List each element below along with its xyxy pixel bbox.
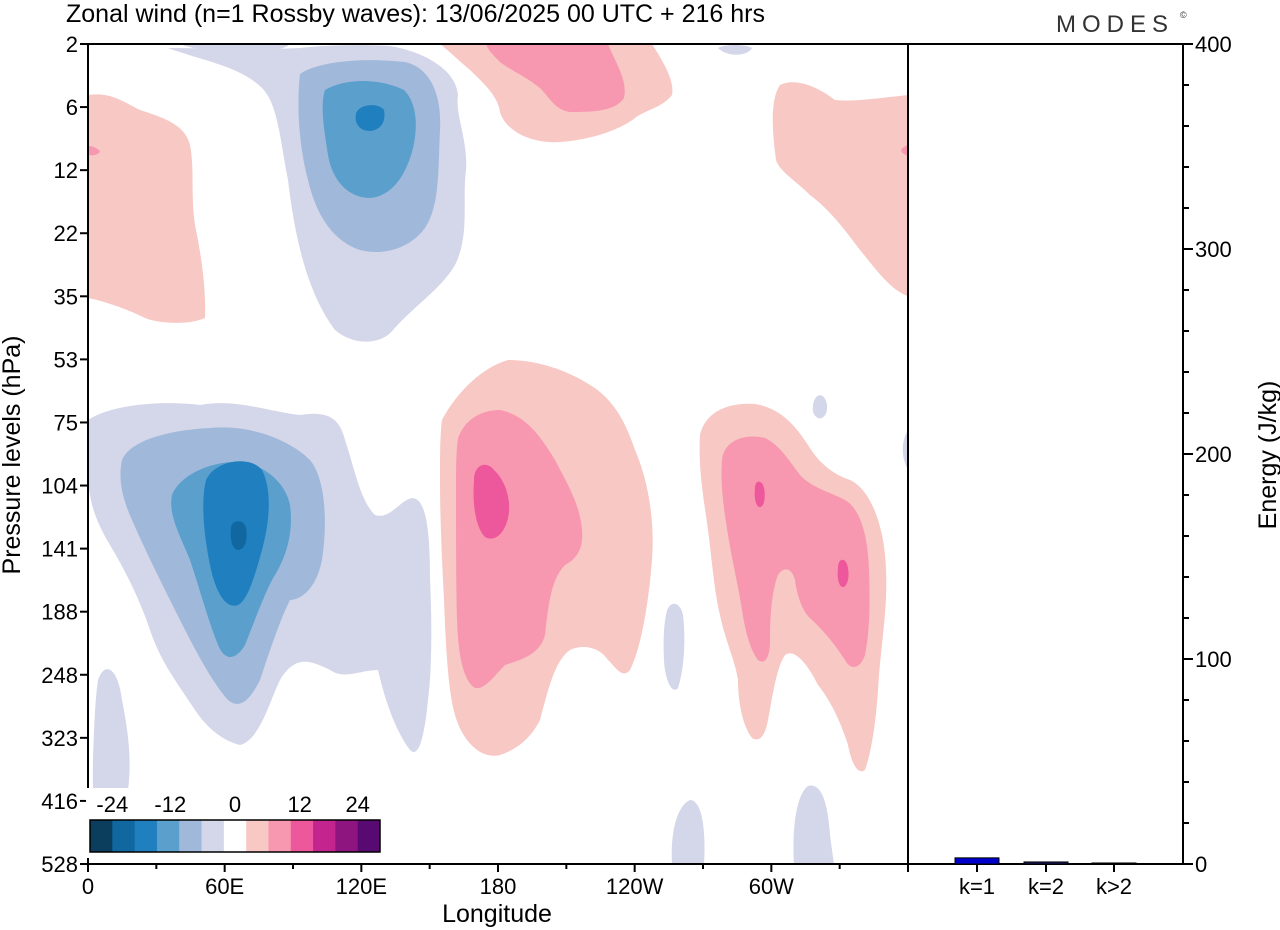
y-tick-label: 104 bbox=[41, 474, 78, 499]
contour-pos1-upper-left bbox=[88, 94, 206, 323]
energy-category-label: k>2 bbox=[1096, 874, 1132, 899]
x-tick-label: 120E bbox=[336, 874, 387, 899]
colorbar-outline bbox=[89, 819, 381, 853]
contour-pos1-upper-right bbox=[772, 82, 908, 296]
contour-neg1-patch-f bbox=[902, 430, 908, 470]
energy-bars: k=1 k=2 k>2 bbox=[954, 857, 1137, 899]
colorbar: -24 -12 0 12 24 bbox=[86, 788, 384, 858]
colorbar-swatch bbox=[90, 820, 113, 852]
colorbar-label: -24 bbox=[96, 792, 128, 817]
colorbar-swatch bbox=[223, 820, 247, 852]
x-axis-label: Longitude bbox=[442, 900, 552, 928]
contour-pos3-lower-mid bbox=[473, 464, 510, 539]
colorbar-label: 12 bbox=[287, 792, 311, 817]
colorbar-swatch bbox=[156, 820, 180, 852]
energy-tick-label: 300 bbox=[1195, 237, 1232, 262]
contour-neg1-patch-b bbox=[671, 800, 705, 864]
energy-axis-label: Energy (J/kg) bbox=[1254, 381, 1280, 530]
colorbar-swatch bbox=[335, 820, 359, 852]
colorbar-label: 24 bbox=[345, 792, 369, 817]
contour-pos3-lower-right-a bbox=[754, 481, 765, 508]
contour-pos2-upper-right bbox=[901, 145, 908, 156]
colorbar-swatch bbox=[246, 820, 269, 852]
colorbar-swatch bbox=[357, 820, 381, 852]
energy-tick-label: 200 bbox=[1195, 442, 1232, 467]
x-tick-label: 180 bbox=[480, 874, 517, 899]
y-tick-label: 75 bbox=[54, 410, 78, 435]
colorbar-label: -12 bbox=[154, 792, 186, 817]
energy-tick-label: 0 bbox=[1195, 852, 1207, 877]
contour-neg3-upper bbox=[322, 81, 416, 198]
energy-bar bbox=[954, 857, 1000, 865]
energy-bar bbox=[1023, 861, 1069, 865]
x-tick-label: 0 bbox=[82, 874, 94, 899]
y-tick-label: 141 bbox=[41, 537, 78, 562]
contour-neg1-patch-e bbox=[718, 45, 752, 55]
contour-field bbox=[88, 44, 908, 864]
contour-neg4-upper bbox=[355, 105, 385, 131]
x-tick-label: 60W bbox=[749, 874, 794, 899]
y-tick-label: 53 bbox=[54, 347, 78, 372]
y-tick-label: 2 bbox=[66, 32, 78, 57]
y-tick-label: 323 bbox=[41, 726, 78, 751]
contour-neg1-patch-c bbox=[793, 785, 834, 864]
energy-category-label: k=1 bbox=[959, 874, 995, 899]
contour-pos2-upper-left bbox=[88, 146, 100, 156]
y-tick-label: 6 bbox=[66, 95, 78, 120]
brand-mark: © bbox=[1180, 10, 1187, 20]
pressure-axis: 2 6 12 22 35 53 75 104 141 188 248 323 416 528 bbox=[41, 32, 88, 877]
contour-pos3-lower-right-b bbox=[837, 559, 849, 588]
energy-tick-label: 400 bbox=[1195, 32, 1232, 57]
brand-logo: MODES bbox=[1056, 11, 1174, 38]
y-tick-label: 528 bbox=[41, 852, 78, 877]
y-tick-label: 248 bbox=[41, 663, 78, 688]
colorbar-swatch bbox=[313, 820, 336, 852]
colorbar-swatch bbox=[134, 820, 158, 852]
energy-bar bbox=[1091, 862, 1137, 865]
y-tick-label: 416 bbox=[41, 789, 78, 814]
energy-axis: 0 100 200 300 400 bbox=[1183, 32, 1232, 877]
energy-category-label: k=2 bbox=[1028, 874, 1064, 899]
energy-tick-label: 100 bbox=[1195, 647, 1232, 672]
y-tick-label: 22 bbox=[54, 221, 78, 246]
y-tick-label: 35 bbox=[54, 284, 78, 309]
y-axis-label: Pressure levels (hPa) bbox=[0, 336, 26, 575]
energy-panel-frame bbox=[907, 43, 1184, 865]
colorbar-swatch bbox=[201, 820, 225, 852]
contour-neg1-patch-d bbox=[812, 395, 828, 419]
colorbar-swatch bbox=[179, 820, 203, 852]
x-tick-label: 60E bbox=[205, 874, 244, 899]
colorbar-swatch bbox=[268, 820, 292, 852]
y-tick-label: 188 bbox=[41, 600, 78, 625]
y-tick-label: 12 bbox=[54, 158, 78, 183]
contour-neg5-lower bbox=[230, 521, 247, 550]
colorbar-swatch bbox=[290, 820, 314, 852]
contour-neg1-patch-a bbox=[663, 603, 685, 690]
chart-title: Zonal wind (n=1 Rossby waves): 13/06/202… bbox=[66, 0, 765, 28]
colorbar-label: 0 bbox=[229, 792, 241, 817]
x-tick-label: 120W bbox=[606, 874, 664, 899]
contour-pos2-upper-mid bbox=[486, 44, 625, 112]
colorbar-swatch bbox=[112, 820, 136, 852]
longitude-axis: 0 60E 120E 180 120W 60W bbox=[82, 864, 909, 899]
